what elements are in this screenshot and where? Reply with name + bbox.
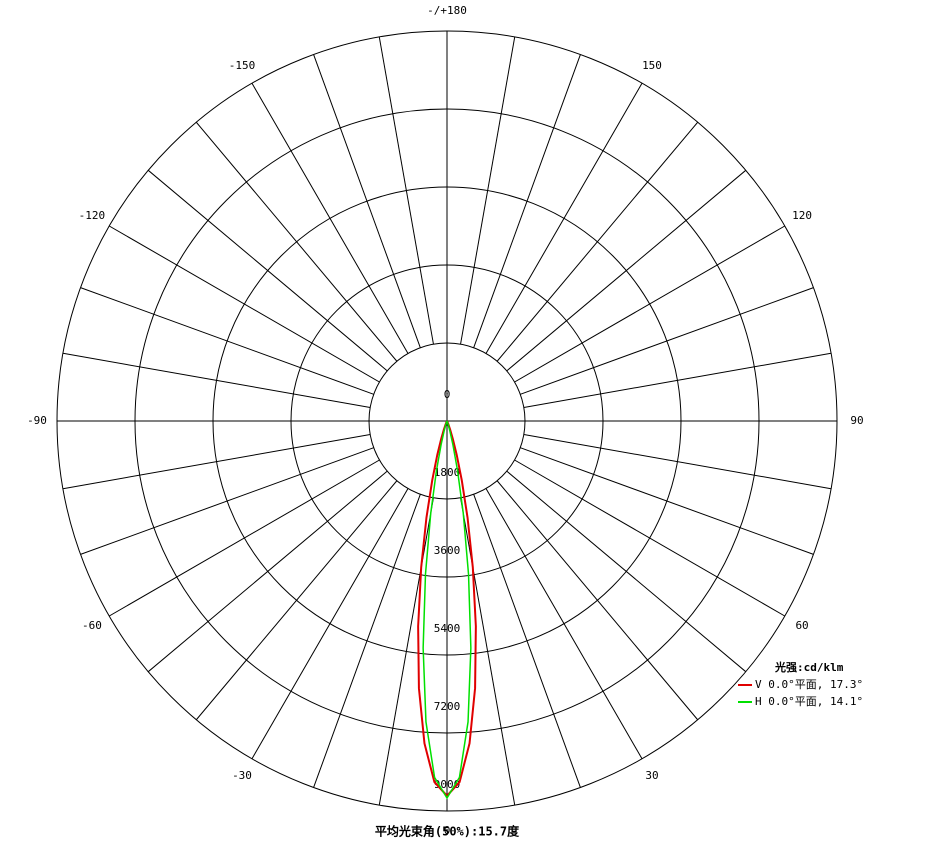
angle-tick-label: -/+180 xyxy=(427,4,467,17)
spoke xyxy=(313,54,421,348)
spoke xyxy=(147,169,388,372)
spoke xyxy=(313,494,421,788)
spoke xyxy=(496,121,699,362)
spoke xyxy=(520,447,814,555)
spoke xyxy=(251,488,409,759)
spoke xyxy=(520,287,814,395)
r-tick-label: 5400 xyxy=(434,622,461,635)
spoke xyxy=(473,54,581,348)
spoke xyxy=(80,447,374,555)
spoke xyxy=(514,225,785,383)
spoke xyxy=(485,83,643,354)
spoke xyxy=(109,459,380,617)
angle-tick-label: -30 xyxy=(232,769,252,782)
legend-label: H 0.0°平面, 14.1° xyxy=(755,695,863,708)
spoke xyxy=(523,352,832,408)
spoke xyxy=(195,121,398,362)
spoke xyxy=(496,480,699,721)
angle-tick-label: 150 xyxy=(642,59,662,72)
legend-title: 光强:cd/klm xyxy=(774,660,844,674)
angle-tick-label: -90 xyxy=(27,414,47,427)
r-tick-label: 1800 xyxy=(434,466,461,479)
spoke xyxy=(485,488,643,759)
spoke xyxy=(514,459,785,617)
spoke xyxy=(460,36,516,345)
r-tick-label: 7200 xyxy=(434,700,461,713)
r-tick-label: 0 xyxy=(444,388,451,401)
angle-tick-label: 0 xyxy=(444,824,451,837)
spoke xyxy=(62,352,371,408)
spoke xyxy=(378,36,434,345)
spoke xyxy=(460,497,516,806)
angle-tick-label: -60 xyxy=(82,619,102,632)
angle-tick-label: 90 xyxy=(850,414,863,427)
legend-label: V 0.0°平面, 17.3° xyxy=(755,678,863,691)
series-line xyxy=(422,420,472,800)
spoke xyxy=(378,497,434,806)
angle-tick-label: 120 xyxy=(792,209,812,222)
spoke xyxy=(62,434,371,490)
spoke xyxy=(506,169,747,372)
r-tick-label: 3600 xyxy=(434,544,461,557)
spoke xyxy=(80,287,374,395)
annotation: 平均光束角(50%):15.7度 xyxy=(375,824,520,839)
spoke xyxy=(195,480,398,721)
spoke xyxy=(473,494,581,788)
spoke xyxy=(523,434,832,490)
angle-tick-label: -150 xyxy=(229,59,256,72)
spoke xyxy=(506,470,747,673)
spoke xyxy=(109,225,380,383)
angle-tick-label: -120 xyxy=(79,209,106,222)
angle-tick-label: 30 xyxy=(645,769,658,782)
spoke xyxy=(147,470,388,673)
angle-tick-label: 60 xyxy=(795,619,808,632)
spoke xyxy=(251,83,409,354)
